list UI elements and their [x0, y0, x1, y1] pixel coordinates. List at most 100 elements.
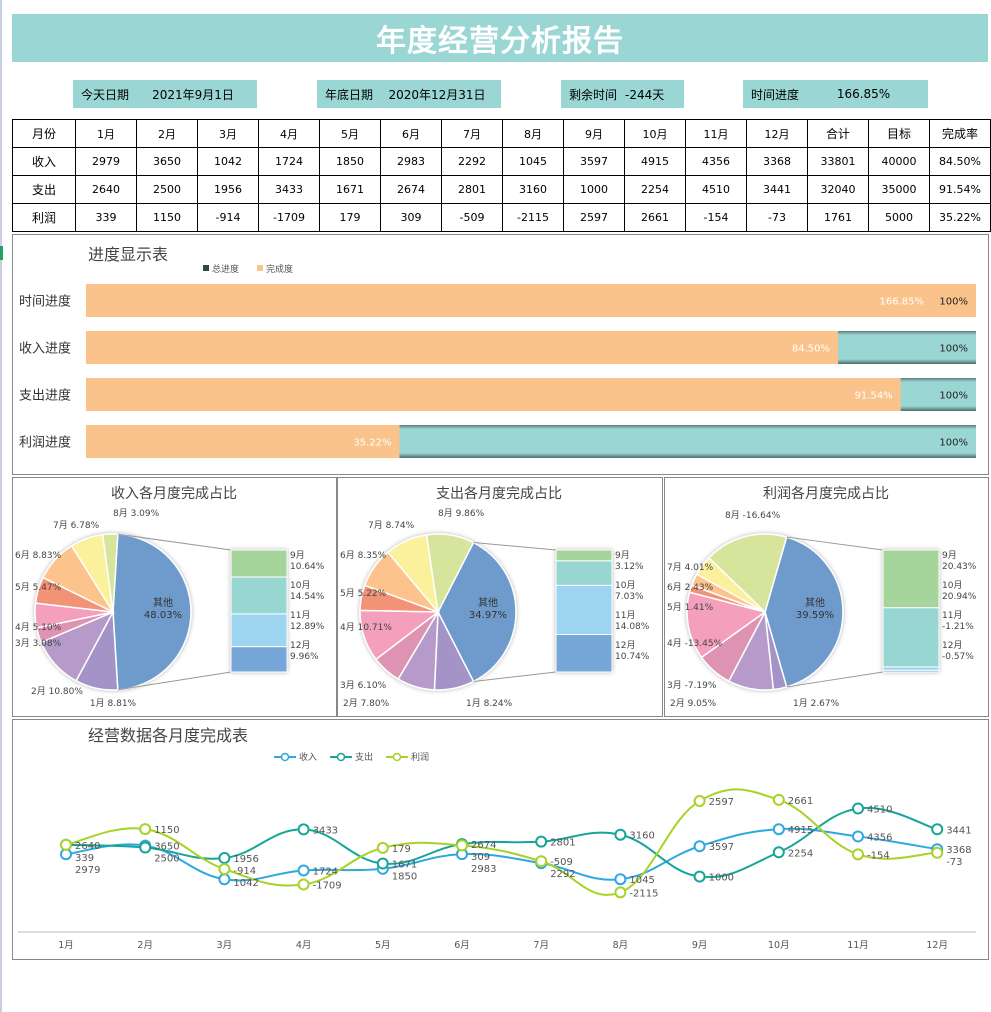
profit-pie-panel[interactable]: 利润各月度完成占比 其他 39.59% 1月 2.67% 2月 9.05% 3月 -7.1…: [664, 477, 989, 717]
table-cell[interactable]: 完成率: [929, 119, 991, 148]
table-cell[interactable]: 84.50%: [929, 147, 991, 176]
table-cell[interactable]: -2115: [502, 203, 564, 232]
table-cell[interactable]: 33801: [807, 147, 869, 176]
data-label-total: 100%: [939, 344, 968, 355]
slice-value: 7.80%: [361, 699, 390, 709]
table-cell[interactable]: 1724: [258, 147, 320, 176]
x-tick-label: 10月: [768, 940, 790, 951]
table-cell[interactable]: 35000: [868, 175, 930, 204]
table-cell[interactable]: 2661: [624, 203, 686, 232]
table-cell[interactable]: 2801: [441, 175, 503, 204]
table-cell[interactable]: 12月: [746, 119, 808, 148]
slice-label: 8月 9.86%: [438, 508, 485, 519]
table-cell[interactable]: -509: [441, 203, 503, 232]
expense-pie-panel[interactable]: 支出各月度完成占比 其他 34.97% 1月 8.24% 2月 7.80% 3月 6.10…: [337, 477, 663, 717]
table-cell[interactable]: 2597: [563, 203, 625, 232]
table-row-header[interactable]: 收入: [12, 147, 76, 176]
breakout-value: -1.21%: [942, 622, 974, 632]
table-cell[interactable]: 2292: [441, 147, 503, 176]
data-point: [218, 852, 231, 865]
table-cell[interactable]: 4月: [258, 119, 320, 148]
table-cell[interactable]: 4356: [685, 147, 747, 176]
table-cell[interactable]: 10月: [624, 119, 686, 148]
bar-complete: [86, 378, 901, 411]
row-selection-marker: [0, 246, 3, 260]
table-cell[interactable]: 179: [319, 203, 381, 232]
table-cell[interactable]: 1000: [563, 175, 625, 204]
slice-name: 6月: [667, 582, 685, 593]
table-cell[interactable]: 8月: [502, 119, 564, 148]
data-label-total: 100%: [939, 438, 968, 449]
table-cell[interactable]: 3597: [563, 147, 625, 176]
table-cell[interactable]: 3368: [746, 147, 808, 176]
table-cell[interactable]: 1761: [807, 203, 869, 232]
progress-chart-panel[interactable]: 进度显示表 总进度 完成度 时间进度 100% 166.85% 收入进度 100% 84.50%…: [12, 234, 989, 475]
table-cell[interactable]: 2983: [380, 147, 442, 176]
x-tick-label: 12月: [926, 940, 948, 951]
table-cell[interactable]: 目标: [868, 119, 930, 148]
table-cell[interactable]: 32040: [807, 175, 869, 204]
table-cell[interactable]: 35.22%: [929, 203, 991, 232]
table-cell[interactable]: 2979: [75, 147, 137, 176]
table-cell[interactable]: 2254: [624, 175, 686, 204]
slice-label: 7月 4.01%: [667, 562, 714, 573]
data-point: [376, 841, 389, 854]
table-cell[interactable]: 1042: [197, 147, 259, 176]
table-cell[interactable]: 4510: [685, 175, 747, 204]
data-label: 2983: [471, 864, 496, 875]
table-cell[interactable]: 11月: [685, 119, 747, 148]
table-cell[interactable]: 1月: [75, 119, 137, 148]
table-cell[interactable]: 339: [75, 203, 137, 232]
table-cell[interactable]: 3650: [136, 147, 198, 176]
table-cell[interactable]: 3月: [197, 119, 259, 148]
table-cell[interactable]: 2月: [136, 119, 198, 148]
table-cell[interactable]: 6月: [380, 119, 442, 148]
line-chart-panel[interactable]: 经营数据各月度完成表 收入 支出 利润 1月 2月 3月 4月 5月 6月 7月 8月 9月 10月 11月…: [12, 719, 989, 960]
table-row-header[interactable]: 月份: [12, 119, 76, 148]
slice-value: 4.01%: [685, 563, 714, 573]
table-cell[interactable]: 1150: [136, 203, 198, 232]
table-cell[interactable]: 合计: [807, 119, 869, 148]
table-cell[interactable]: -1709: [258, 203, 320, 232]
table-cell[interactable]: -914: [197, 203, 259, 232]
slice-label: 其他: [805, 596, 825, 609]
table-cell[interactable]: 1850: [319, 147, 381, 176]
table-cell[interactable]: 91.54%: [929, 175, 991, 204]
table-cell[interactable]: -73: [746, 203, 808, 232]
breakout-segment: [230, 613, 288, 648]
table-cell[interactable]: 4915: [624, 147, 686, 176]
x-tick-label: 11月: [847, 940, 869, 951]
table-cell[interactable]: 2674: [380, 175, 442, 204]
info-label: 剩余时间: [569, 87, 618, 102]
data-label-complete: 91.54%: [855, 391, 893, 402]
table-row-header[interactable]: 支出: [12, 175, 76, 204]
slice-name: 1月: [466, 698, 484, 709]
data-label: 1042: [233, 878, 258, 889]
table-cell[interactable]: 7月: [441, 119, 503, 148]
income-pie-panel[interactable]: 收入各月度完成占比 其他 48.03% 1月 8.81% 2月 10.80% 3月 3.0…: [12, 477, 337, 717]
data-point: [60, 838, 72, 851]
table-cell[interactable]: 5月: [319, 119, 381, 148]
table-cell[interactable]: 3441: [746, 175, 808, 204]
table-cell[interactable]: 3160: [502, 175, 564, 204]
table-cell[interactable]: 2640: [75, 175, 137, 204]
table-cell[interactable]: 40000: [868, 147, 930, 176]
table-cell[interactable]: 1045: [502, 147, 564, 176]
slice-name: 5月: [340, 588, 358, 599]
table-cell[interactable]: 5000: [868, 203, 930, 232]
table-cell[interactable]: 2500: [136, 175, 198, 204]
data-point: [772, 846, 785, 859]
data-label: 4510: [867, 805, 892, 816]
table-cell[interactable]: 9月: [563, 119, 625, 148]
table-cell[interactable]: -154: [685, 203, 747, 232]
breakout-segment: [882, 666, 940, 671]
table-cell[interactable]: 3433: [258, 175, 320, 204]
table-cell[interactable]: 309: [380, 203, 442, 232]
table-row-header[interactable]: 利润: [12, 203, 76, 232]
table-cell[interactable]: 1956: [197, 175, 259, 204]
connector-line: [786, 671, 884, 688]
table-cell[interactable]: 1671: [319, 175, 381, 204]
breakout-bar: [230, 549, 288, 673]
